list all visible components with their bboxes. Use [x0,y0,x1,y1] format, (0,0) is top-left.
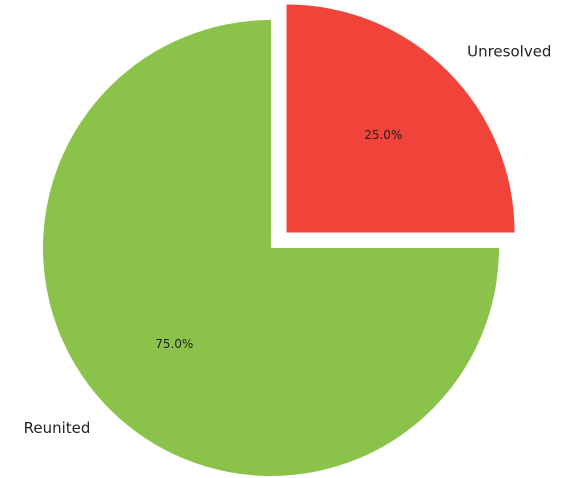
pie-slice-unresolved [286,4,515,233]
pie-percent-label-unresolved: 25.0% [364,128,402,142]
pie-labels: 25.0% Unresolved 75.0% Reunited [24,42,552,437]
pie-slice-reunited [43,20,499,476]
pie-category-label-reunited: Reunited [24,419,91,437]
pie-category-label-unresolved: Unresolved [467,42,551,60]
pie-percent-label-reunited: 75.0% [155,337,193,351]
pie-slices [43,4,515,476]
